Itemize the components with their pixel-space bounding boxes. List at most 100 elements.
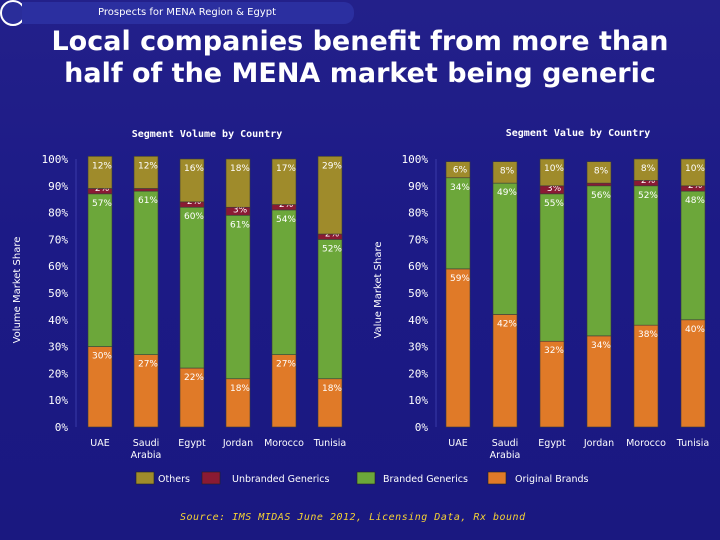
chart-value-bar-others (539, 158, 565, 187)
chart-value-ytick: 100% (402, 153, 429, 166)
chart-volume-data-label: 2% (279, 200, 294, 210)
logo-icon (0, 0, 26, 26)
chart-value-bar-original-brands (492, 314, 518, 428)
chart-volume-data-label: 2% (95, 184, 110, 194)
chart-value-bar-others (680, 158, 706, 187)
legend-swatch-unbranded-generics (201, 471, 221, 485)
chart-value-bar-branded-generics (445, 177, 471, 270)
chart-value-data-label: 3% (547, 184, 562, 194)
chart-volume-bar-original-brands (225, 378, 251, 428)
chart-volume-ytick: 50% (48, 287, 68, 300)
chart-value-data-label: 49% (497, 188, 517, 198)
chart-value-bar-branded-generics (492, 182, 518, 315)
chart-volume-data-label: 22% (184, 373, 204, 383)
chart-value-category-label: Egypt (538, 438, 566, 449)
chart-volume-bar-branded-generics (271, 209, 297, 355)
chart-value-data-label: 10% (544, 164, 564, 174)
chart-value-ytick: 80% (408, 207, 428, 220)
chart-value-data-label: 8% (641, 164, 656, 174)
chart-volume-ytick: 30% (48, 341, 68, 354)
chart-value-bar-original-brands (445, 268, 471, 428)
chart-value-data-label: 52% (638, 191, 658, 201)
chart-volume-data-label: 27% (276, 360, 296, 370)
chart-volume-bar-branded-generics (225, 214, 251, 380)
chart-volume-data-label: 27% (138, 360, 158, 370)
chart-volume-ytick: 20% (48, 367, 68, 380)
legend-swatch-original-brands (487, 471, 507, 485)
chart-volume-bar-branded-generics (317, 239, 343, 380)
chart-value-bar-original-brands (633, 324, 659, 428)
chart-value-bar-original-brands (680, 319, 706, 428)
chart-volume-data-label: 60% (184, 212, 204, 222)
chart-volume-data-label: 30% (92, 352, 112, 362)
chart-value-ytick: 90% (408, 180, 428, 193)
chart-volume-category-label: Saudi (133, 438, 160, 449)
chart-volume-ytick: 0% (55, 421, 69, 434)
chart-value-ytick: 30% (408, 341, 428, 354)
legend-label-branded-generics: Branded Generics (383, 474, 468, 485)
chart-value-data-label: 10% (685, 164, 705, 174)
chart-value-data-label: 34% (450, 183, 470, 193)
legend-swatch-branded-generics (356, 471, 376, 485)
chart-volume-ytick: 40% (48, 314, 68, 327)
chart-value-ytick: 40% (408, 314, 428, 327)
chart-volume-data-label: 54% (276, 215, 296, 225)
chart-volume-ytick: 70% (48, 233, 68, 246)
chart-value-category-label: Saudi (492, 438, 519, 449)
chart-value-bar-branded-generics (539, 193, 565, 342)
chart-volume-ytick: 100% (42, 153, 69, 166)
chart-volume-ylabel: Volume Market Share (12, 237, 23, 344)
chart-value-ytick: 50% (408, 287, 428, 300)
chart-value-ytick: 60% (408, 260, 428, 273)
legend-label-others: Others (158, 474, 190, 485)
chart-value-category-label: Arabia (490, 450, 521, 461)
chart-value-data-label: 8% (594, 167, 609, 177)
chart-value-ytick: 0% (415, 421, 429, 434)
chart-volume-data-label: 61% (230, 220, 250, 230)
chart-volume-ytick: 80% (48, 207, 68, 220)
chart-value-bar-branded-generics (633, 185, 659, 326)
chart-value-bar-branded-generics (586, 185, 612, 337)
chart-value-data-label: 6% (453, 166, 468, 176)
source-note: Source: IMS MIDAS June 2012, Licensing D… (180, 512, 526, 523)
legend-swatch-others (135, 471, 155, 485)
chart-value-ylabel: Value Market Share (373, 241, 384, 338)
chart-value-data-label: 32% (544, 346, 564, 356)
chart-volume-ytick: 60% (48, 260, 68, 273)
chart-value-bar-others (492, 161, 518, 184)
chart-volume-data-label: 52% (322, 244, 342, 254)
chart-volume-data-label: 18% (322, 384, 342, 394)
chart-value-category-label: Tunisia (676, 438, 709, 449)
chart-value-ytick: 10% (408, 394, 428, 407)
chart-value-bar-others (586, 161, 612, 184)
chart-volume-title: Segment Volume by Country (132, 129, 283, 140)
chart-volume-data-label: 12% (92, 161, 112, 171)
chart-volume-ytick: 90% (48, 180, 68, 193)
chart-volume-bar-others (271, 158, 297, 205)
chart-volume-category-label: Morocco (264, 438, 304, 449)
chart-volume-bar-original-brands (317, 378, 343, 428)
chart-volume-bar-original-brands (179, 367, 205, 428)
chart-volume-bar-original-brands (87, 346, 113, 428)
chart-volume-bar-original-brands (133, 354, 159, 428)
chart-volume-bar-others (225, 158, 251, 208)
chart-volume-bar-others (179, 158, 205, 203)
chart-volume-category-label: Arabia (131, 450, 162, 461)
chart-value-title: Segment Value by Country (506, 128, 651, 139)
chart-volume-bar-original-brands (271, 354, 297, 428)
chart-volume-category-label: Egypt (178, 438, 206, 449)
page-title-line-2: half of the MENA market being generic (64, 58, 656, 89)
chart-volume-data-label: 2% (325, 229, 340, 239)
breadcrumb-text: Prospects for MENA Region & Egypt (98, 7, 276, 18)
chart-value-data-label: 56% (591, 191, 611, 201)
chart-volume-bar-branded-generics (133, 190, 159, 355)
legend-label-original-brands: Original Brands (515, 474, 588, 485)
chart-volume-bar-others (87, 156, 113, 189)
chart-volume-category-label: UAE (90, 438, 109, 449)
page-title: Local companies benefit from more than h… (0, 26, 720, 90)
chart-value-category-label: Jordan (583, 438, 614, 449)
chart-value-data-label: 2% (688, 181, 703, 191)
chart-volume-data-label: 12% (138, 161, 158, 171)
chart-volume-data-label: 2% (187, 197, 202, 207)
